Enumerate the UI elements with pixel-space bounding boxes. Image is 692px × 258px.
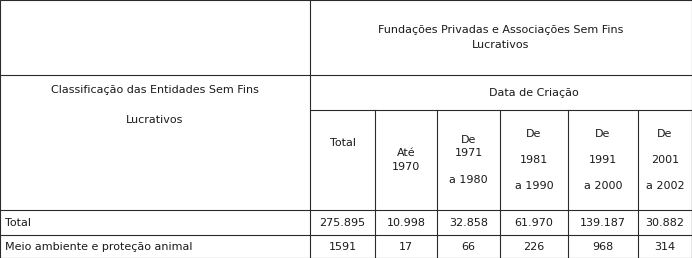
Text: Classificação das Entidades Sem Fins

Lucrativos: Classificação das Entidades Sem Fins Luc… xyxy=(51,85,259,125)
Text: 61.970: 61.970 xyxy=(515,217,554,228)
Text: 314: 314 xyxy=(655,241,675,252)
Text: Meio ambiente e proteção animal: Meio ambiente e proteção animal xyxy=(5,241,192,252)
Text: 17: 17 xyxy=(399,241,413,252)
Text: 275.895: 275.895 xyxy=(320,217,365,228)
Text: Data de Criação: Data de Criação xyxy=(489,87,579,98)
Text: De

2001

a 2002: De 2001 a 2002 xyxy=(646,128,684,191)
Text: 1591: 1591 xyxy=(329,241,356,252)
Text: 32.858: 32.858 xyxy=(449,217,488,228)
Text: De
1971

a 1980: De 1971 a 1980 xyxy=(449,135,488,185)
Text: 226: 226 xyxy=(523,241,545,252)
Text: 10.998: 10.998 xyxy=(387,217,426,228)
Text: 30.882: 30.882 xyxy=(646,217,684,228)
Text: Fundações Privadas e Associações Sem Fins
Lucrativos: Fundações Privadas e Associações Sem Fin… xyxy=(379,25,623,50)
Text: 968: 968 xyxy=(592,241,614,252)
Text: Total: Total xyxy=(329,138,356,148)
Text: 66: 66 xyxy=(462,241,475,252)
Text: Total: Total xyxy=(5,217,31,228)
Text: Até
1970: Até 1970 xyxy=(392,148,420,172)
Text: De

1991

a 2000: De 1991 a 2000 xyxy=(584,128,622,191)
Text: De

1981

a 1990: De 1981 a 1990 xyxy=(515,128,554,191)
Text: 139.187: 139.187 xyxy=(580,217,626,228)
